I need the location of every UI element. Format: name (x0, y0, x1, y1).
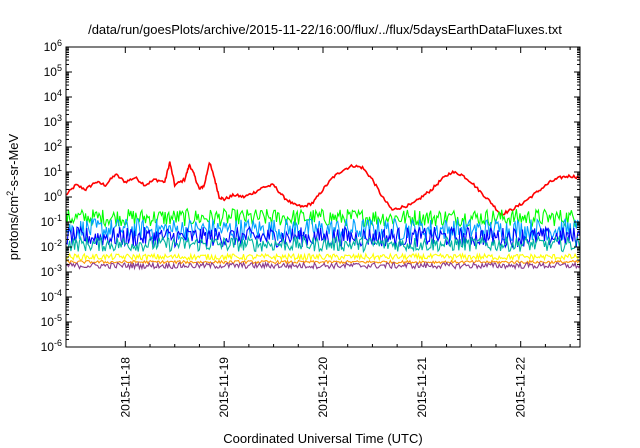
series-line-6 (65, 259, 581, 265)
y-tick-label: 10-1 (41, 213, 62, 229)
series-line-7 (65, 260, 581, 271)
y-tick-label: 106 (44, 38, 62, 54)
series-line-0 (65, 161, 581, 216)
y-tick-label: 105 (44, 63, 62, 79)
y-axis: 10-6 10-5 10-4 10-3 10-2 10-1 100 101 102 103 104 1… (41, 38, 580, 354)
y-axis-label-rest: -s-sr-MeV (6, 133, 21, 190)
y-tick-label: 10-2 (41, 238, 62, 254)
y-tick-label: 100 (44, 188, 62, 204)
y-axis-label-exponent: 2 (5, 191, 15, 196)
x-tick-label: 2015-11-22 (514, 357, 528, 418)
y-tick-label: 102 (44, 138, 62, 154)
y-tick-label: 10-6 (41, 338, 62, 354)
x-tick-label: 2015-11-20 (316, 357, 330, 418)
y-tick-label: 103 (44, 113, 62, 129)
series-line-4 (65, 234, 581, 254)
plot-frame (65, 46, 581, 348)
y-tick-label: 10-5 (41, 313, 62, 329)
y-axis-label: protons/cm2-s-sr-MeV (5, 133, 21, 260)
x-tick-label: 2015-11-18 (118, 357, 132, 418)
series-line-5 (65, 252, 581, 262)
chart-title: /data/run/goesPlots/archive/2015-11-22/1… (88, 22, 562, 37)
x-axis-label: Coordinated Universal Time (UTC) (223, 431, 422, 446)
x-axis: 2015-11-18 2015-11-19 2015-11-20 2015-11-21… (118, 47, 571, 418)
series-line-2 (65, 218, 581, 243)
x-tick-label: 2015-11-19 (217, 357, 231, 418)
y-tick-label: 104 (44, 88, 62, 104)
y-tick-label: 10-3 (41, 263, 62, 279)
plot-area (65, 161, 581, 271)
y-tick-label: 10-4 (41, 288, 62, 304)
series-line-1 (65, 207, 581, 228)
y-tick-label: 101 (44, 163, 62, 179)
y-axis-label-unit: protons/cm (6, 196, 21, 260)
x-tick-label: 2015-11-21 (415, 357, 429, 418)
